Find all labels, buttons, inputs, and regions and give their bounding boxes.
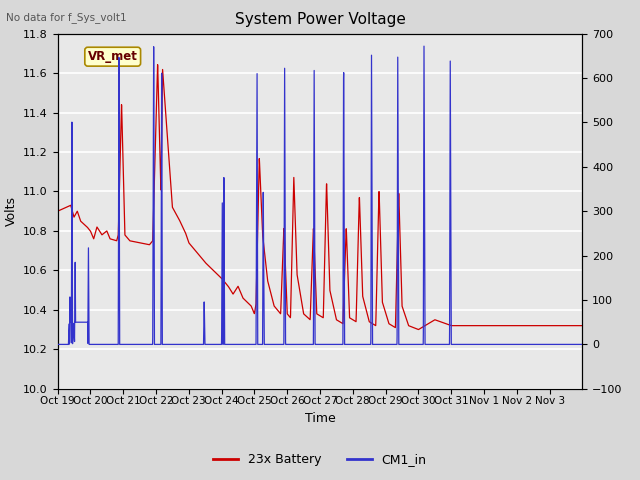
Y-axis label: Volts: Volts <box>4 196 17 226</box>
Legend: 23x Battery, CM1_in: 23x Battery, CM1_in <box>208 448 432 471</box>
X-axis label: Time: Time <box>305 412 335 425</box>
Text: VR_met: VR_met <box>88 50 138 63</box>
Text: No data for f_Sys_volt1: No data for f_Sys_volt1 <box>6 12 127 23</box>
Text: System Power Voltage: System Power Voltage <box>235 12 405 27</box>
